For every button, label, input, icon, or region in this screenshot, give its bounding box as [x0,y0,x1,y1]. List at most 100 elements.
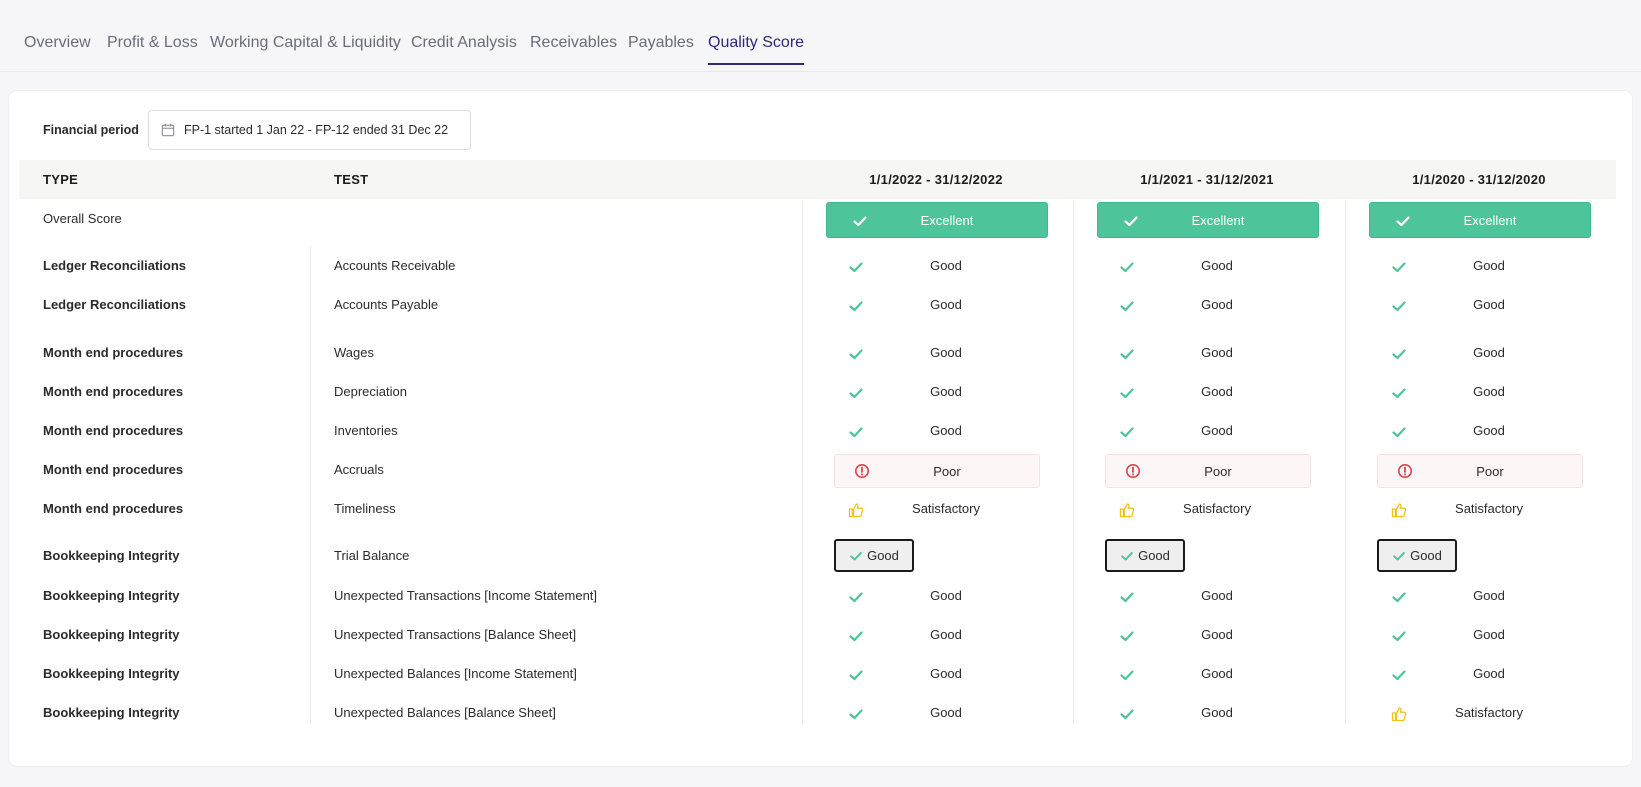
check-icon [1120,670,1134,681]
table-row: Bookkeeping Integrity Unexpected Balances… [9,656,1632,694]
poor-badge: Poor [1377,454,1583,488]
score-cell-2020: Good [1369,413,1591,451]
score-label: Good [867,548,899,563]
overall-score-cell-2020: Excellent [1369,201,1591,239]
row-test: Trial Balance [334,548,410,563]
header-period-2022: 1/1/2022 - 31/12/2022 [869,172,1003,187]
score-label: Good [1201,666,1233,681]
overall-score-cell-2021: Excellent [1097,201,1319,239]
score-cell-2021: Good [1097,538,1319,576]
table-row: Month end procedures Wages Good Good Good [9,335,1632,373]
check-icon [849,709,863,720]
check-icon [849,631,863,642]
score-label: Good [1473,258,1505,273]
row-test: Wages [334,345,374,360]
check-icon [1121,551,1133,560]
score-label: Good [1473,384,1505,399]
score-cell-2020: Good [1369,287,1591,325]
score-label: Poor [1204,464,1232,479]
check-icon [1396,216,1410,227]
alert-circle-icon [1398,464,1412,478]
financial-period-value: FP-1 started 1 Jan 22 - FP-12 ended 31 D… [184,123,449,137]
check-icon [1120,427,1134,438]
table-header [19,160,1616,199]
tab-credit-analysis[interactable]: Credit Analysis [411,34,517,51]
column-divider [310,246,311,724]
row-type: Month end procedures [43,423,184,438]
row-type: Month end procedures [43,462,184,477]
score-cell-2022: Good [826,578,1048,616]
score-cell-2020: Good [1369,335,1591,373]
check-icon [849,388,863,399]
financial-period-selector[interactable]: FP-1 started 1 Jan 22 - FP-12 ended 31 D… [148,110,471,150]
score-cell-2021: Good [1097,695,1319,733]
score-label: Good [1410,548,1442,563]
row-type: Bookkeeping Integrity [43,588,180,603]
check-icon [1120,262,1134,273]
check-icon [1120,631,1134,642]
score-label: Good [1138,548,1170,563]
score-label: Good [1473,423,1505,438]
score-label: Good [1201,588,1233,603]
thumbs-up-icon [1119,503,1135,518]
row-test: Accounts Receivable [334,258,456,273]
score-cell-2021: Good [1097,656,1319,694]
header-period-2020: 1/1/2020 - 31/12/2020 [1412,172,1546,187]
score-label: Good [1201,258,1233,273]
tab-overview[interactable]: Overview [24,34,91,51]
check-icon [1120,709,1134,720]
tab-quality-score[interactable]: Quality Score [708,34,805,65]
row-test: Unexpected Balances [Income Statement] [334,666,577,681]
row-type: Month end procedures [43,345,184,360]
score-label: Good [1201,384,1233,399]
financial-period-label: Financial period [43,123,139,137]
calendar-icon [161,123,175,137]
tab-receivables[interactable]: Receivables [530,34,618,51]
trial-balance-score-button[interactable]: Good [1105,539,1185,572]
score-cell-2022: Good [826,413,1048,451]
check-icon [849,427,863,438]
thumbs-up-icon [848,503,864,518]
check-icon [849,349,863,360]
score-cell-2021: Good [1097,335,1319,373]
thumbs-up-icon [1391,707,1407,722]
row-type: Bookkeeping Integrity [43,705,180,720]
column-divider [1073,201,1074,724]
score-cell-2022: Good [826,695,1048,733]
score-cell-2020: Good [1369,538,1591,576]
check-icon [849,301,863,312]
table-row: Month end procedures Inventories Good Good G… [9,413,1632,451]
check-icon [853,216,867,227]
row-test: Accruals [334,462,384,477]
header-period-2021: 1/1/2021 - 31/12/2021 [1140,172,1274,187]
tab-payables[interactable]: Payables [628,34,694,51]
trial-balance-score-button[interactable]: Good [834,539,914,572]
row-type: Ledger Reconciliations [43,297,187,312]
row-test: Inventories [334,423,398,438]
score-cell-2020: Satisfactory [1369,491,1591,529]
score-cell-2021: Good [1097,248,1319,286]
row-type: Bookkeeping Integrity [43,548,180,563]
score-label: Good [930,345,962,360]
tab-profit-loss[interactable]: Profit & Loss [107,34,198,51]
tab-working-capital[interactable]: Working Capital & Liquidity [210,34,401,51]
score-cell-2020: Poor [1369,452,1591,490]
check-icon [849,262,863,273]
score-label: Good [930,258,962,273]
row-test: Accounts Payable [334,297,439,312]
column-divider [802,201,803,724]
check-icon [1392,631,1406,642]
check-icon [1392,427,1406,438]
check-icon [849,592,863,603]
score-label: Good [1201,705,1233,720]
score-label: Good [930,297,962,312]
score-cell-2021: Poor [1097,452,1319,490]
table-row: Ledger Reconciliations Accounts Receivabl… [9,248,1632,286]
score-cell-2020: Good [1369,617,1591,655]
header-test: TEST [334,172,369,187]
overall-score-label: Overall Score [43,211,122,226]
score-cell-2022: Good [826,374,1048,412]
row-test: Unexpected Transactions [Balance Sheet] [334,627,577,642]
score-cell-2021: Good [1097,413,1319,451]
trial-balance-score-button[interactable]: Good [1377,539,1457,572]
